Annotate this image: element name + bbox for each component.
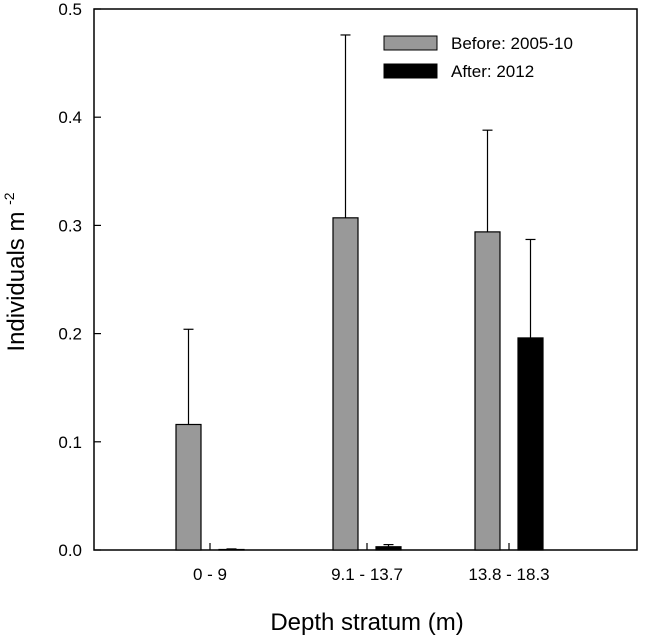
bar <box>474 231 501 551</box>
y-tick-label: 0.2 <box>58 325 82 344</box>
x-tick-label: 0 - 9 <box>193 565 227 584</box>
y-tick-label: 0.4 <box>58 108 82 127</box>
legend-swatch <box>383 63 438 79</box>
x-tick-label: 9.1 - 13.7 <box>331 565 403 584</box>
plot-area: 0.0 0.1 0.2 0.3 0.4 0.5 0 - 9 9.1 - 13.7 13.8 - … <box>58 0 638 584</box>
bar <box>332 217 359 551</box>
plot-frame <box>93 8 638 551</box>
y-axis-title-text: Individuals m <box>3 212 30 352</box>
legend-swatch <box>383 35 438 51</box>
y-axis-title: Individuals m -2 <box>1 192 30 351</box>
x-axis-title: Depth stratum (m) <box>270 609 463 636</box>
bar <box>517 337 544 551</box>
bar <box>175 423 202 551</box>
y-tick-label: 0.5 <box>58 0 82 19</box>
y-tick-label: 0.1 <box>58 433 82 452</box>
y-axis-title-superscript: -2 <box>1 192 17 205</box>
legend-label: After: 2012 <box>451 62 534 81</box>
legend-label: Before: 2005-10 <box>451 34 573 53</box>
y-tick-label: 0.0 <box>58 541 82 560</box>
bar <box>218 548 245 551</box>
x-tick-label: 13.8 - 18.3 <box>468 565 549 584</box>
y-tick-label: 0.3 <box>58 216 82 235</box>
legend: Before: 2005-10 After: 2012 <box>383 34 573 81</box>
bar <box>375 546 402 551</box>
